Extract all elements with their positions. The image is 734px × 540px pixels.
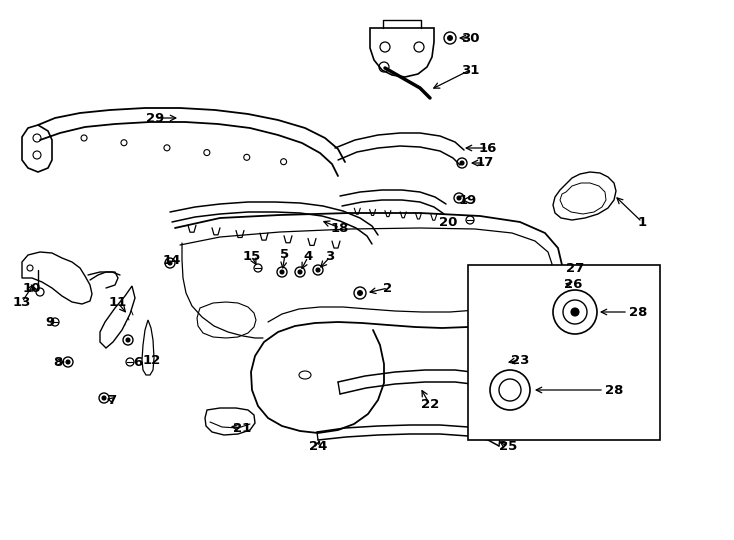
- Circle shape: [102, 396, 106, 400]
- Text: 8: 8: [54, 355, 62, 368]
- Text: 26: 26: [564, 279, 582, 292]
- Text: 22: 22: [421, 399, 439, 411]
- Text: 3: 3: [325, 251, 335, 264]
- Text: 7: 7: [107, 394, 117, 407]
- Text: 24: 24: [309, 441, 327, 454]
- Polygon shape: [100, 286, 135, 348]
- Circle shape: [571, 308, 579, 316]
- Text: 17: 17: [476, 157, 494, 170]
- Text: 16: 16: [479, 141, 497, 154]
- Circle shape: [316, 268, 320, 272]
- Circle shape: [126, 338, 130, 342]
- Text: 9: 9: [46, 315, 54, 328]
- Text: 27: 27: [566, 261, 584, 274]
- Circle shape: [457, 196, 461, 200]
- Text: 11: 11: [109, 296, 127, 309]
- Text: 29: 29: [146, 111, 164, 125]
- Text: 20: 20: [439, 215, 457, 228]
- Text: 12: 12: [143, 354, 161, 367]
- Text: 23: 23: [511, 354, 529, 367]
- Bar: [468, 265, 660, 440]
- Circle shape: [280, 270, 284, 274]
- Circle shape: [448, 36, 452, 40]
- Text: 25: 25: [499, 441, 517, 454]
- Text: 5: 5: [280, 248, 289, 261]
- Text: 28: 28: [629, 306, 647, 319]
- Text: 1: 1: [637, 215, 647, 228]
- Text: 4: 4: [303, 251, 313, 264]
- Circle shape: [460, 161, 464, 165]
- Circle shape: [168, 261, 172, 265]
- Text: 14: 14: [163, 253, 181, 267]
- Text: 18: 18: [331, 221, 349, 234]
- Circle shape: [357, 291, 363, 295]
- Text: 15: 15: [243, 251, 261, 264]
- Text: 10: 10: [23, 281, 41, 294]
- Text: 30: 30: [461, 31, 479, 44]
- Circle shape: [66, 360, 70, 364]
- Text: 28: 28: [605, 383, 623, 396]
- Text: 21: 21: [233, 422, 251, 435]
- Text: 2: 2: [383, 281, 393, 294]
- Text: 31: 31: [461, 64, 479, 77]
- Text: 19: 19: [459, 193, 477, 206]
- Text: 6: 6: [134, 355, 142, 368]
- Text: 13: 13: [12, 295, 31, 308]
- Circle shape: [298, 270, 302, 274]
